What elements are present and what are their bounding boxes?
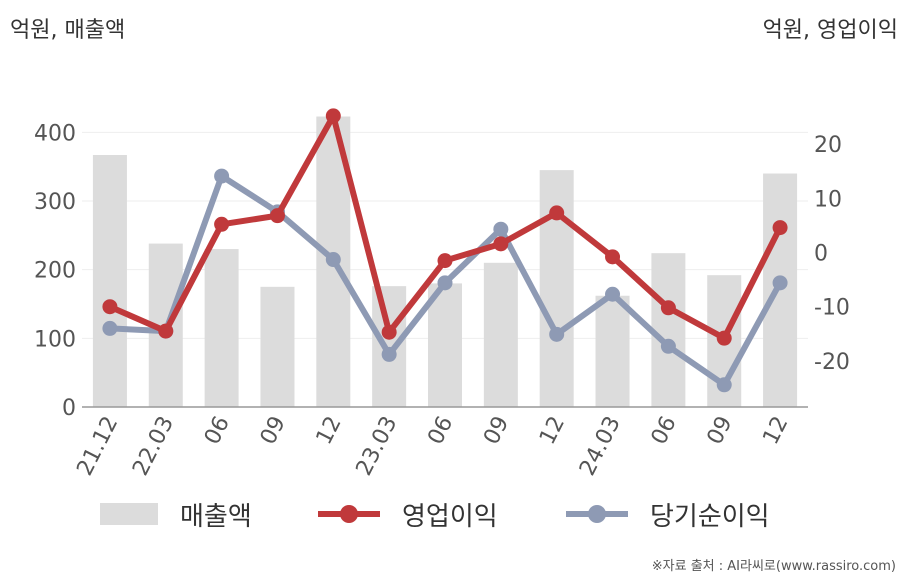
- y-left-tick-label: 400: [34, 121, 76, 146]
- net-income-point: [716, 377, 732, 393]
- net-income-point: [437, 275, 453, 291]
- net-income-point: [381, 346, 397, 362]
- legend-swatch-operating-profit: [318, 503, 380, 525]
- source-note: ※자료 출처 : AI라씨로(www.rassiro.com): [651, 559, 896, 574]
- x-tick-label: 06: [647, 412, 682, 448]
- legend-item-net-income: 당기순이익: [566, 492, 770, 536]
- revenue-bar: [372, 286, 407, 407]
- revenue-bar: [92, 154, 127, 407]
- y-right-tick-label: 20: [814, 133, 842, 158]
- net-income-point: [493, 221, 509, 237]
- net-income-point: [102, 320, 118, 336]
- x-tick-label: 23.03: [352, 412, 403, 479]
- operating-profit-point: [605, 249, 621, 265]
- y-left-tick-label: 0: [62, 396, 76, 421]
- y-left-tick-label: 100: [34, 327, 76, 352]
- legend-label-revenue: 매출액: [180, 501, 252, 532]
- revenue-bar: [651, 253, 686, 407]
- y-right-tick-label: -20: [814, 350, 850, 375]
- x-tick-label: 12: [312, 412, 347, 448]
- net-income-point: [325, 252, 341, 268]
- operating-profit-point: [437, 253, 453, 269]
- revenue-bar: [260, 286, 295, 407]
- combo-chart: 0 100 200 300 400 -20 -10 0 10 20 21.12 22.03 06 09 12…: [34, 108, 850, 480]
- legend-item-operating-profit: 영업이익: [318, 492, 498, 536]
- operating-profit-point: [214, 216, 230, 232]
- profit-lines: [102, 108, 788, 393]
- operating-profit-point: [158, 323, 174, 339]
- x-tick-label: 06: [200, 412, 235, 448]
- right-axis-unit: 억원, 영업이익: [762, 18, 898, 43]
- net-income-point: [549, 326, 565, 342]
- operating-profit-point: [660, 300, 676, 316]
- operating-profit-point: [102, 299, 118, 315]
- operating-profit-point: [269, 208, 285, 224]
- x-tick-label: 06: [423, 412, 458, 448]
- x-tick-label: 12: [535, 412, 570, 448]
- left-axis-unit: 억원, 매출액: [10, 18, 126, 43]
- operating-profit-point: [716, 330, 732, 346]
- revenue-bar: [595, 295, 630, 407]
- x-tick-label: 09: [703, 412, 738, 448]
- operating-profit-point: [549, 205, 565, 221]
- y-left-tick-label: 300: [34, 190, 76, 215]
- y-right-tick-label: 10: [814, 187, 842, 212]
- x-tick-label: 12: [758, 412, 793, 448]
- legend: 매출액 영업이익 당기순이익: [0, 492, 908, 536]
- x-tick-label: 09: [479, 412, 514, 448]
- x-tick-label: 09: [256, 412, 291, 448]
- legend-label-operating-profit: 영업이익: [402, 501, 498, 532]
- net-income-point: [214, 168, 230, 184]
- x-tick-label: 24.03: [575, 412, 626, 479]
- legend-label-net-income: 당기순이익: [650, 501, 770, 532]
- revenue-bar: [483, 262, 518, 407]
- operating-profit-point: [772, 220, 788, 236]
- legend-item-revenue: 매출액: [100, 492, 252, 536]
- operating-profit-point: [325, 108, 341, 124]
- x-tick-label: 21.12: [72, 412, 123, 479]
- operating-profit-point: [381, 324, 397, 340]
- net-income-point: [605, 286, 621, 302]
- legend-swatch-net-income: [566, 503, 628, 525]
- x-tick-label: 22.03: [128, 412, 179, 479]
- legend-swatch-revenue: [100, 503, 158, 525]
- revenue-bar: [204, 249, 239, 407]
- net-income-point: [660, 338, 676, 354]
- operating-profit-point: [493, 236, 509, 252]
- revenue-bar: [428, 283, 462, 407]
- y-right-tick-label: -10: [814, 296, 850, 321]
- net-income-point: [772, 275, 788, 291]
- y-right-tick-label: 0: [814, 242, 828, 267]
- y-left-tick-label: 200: [34, 259, 76, 284]
